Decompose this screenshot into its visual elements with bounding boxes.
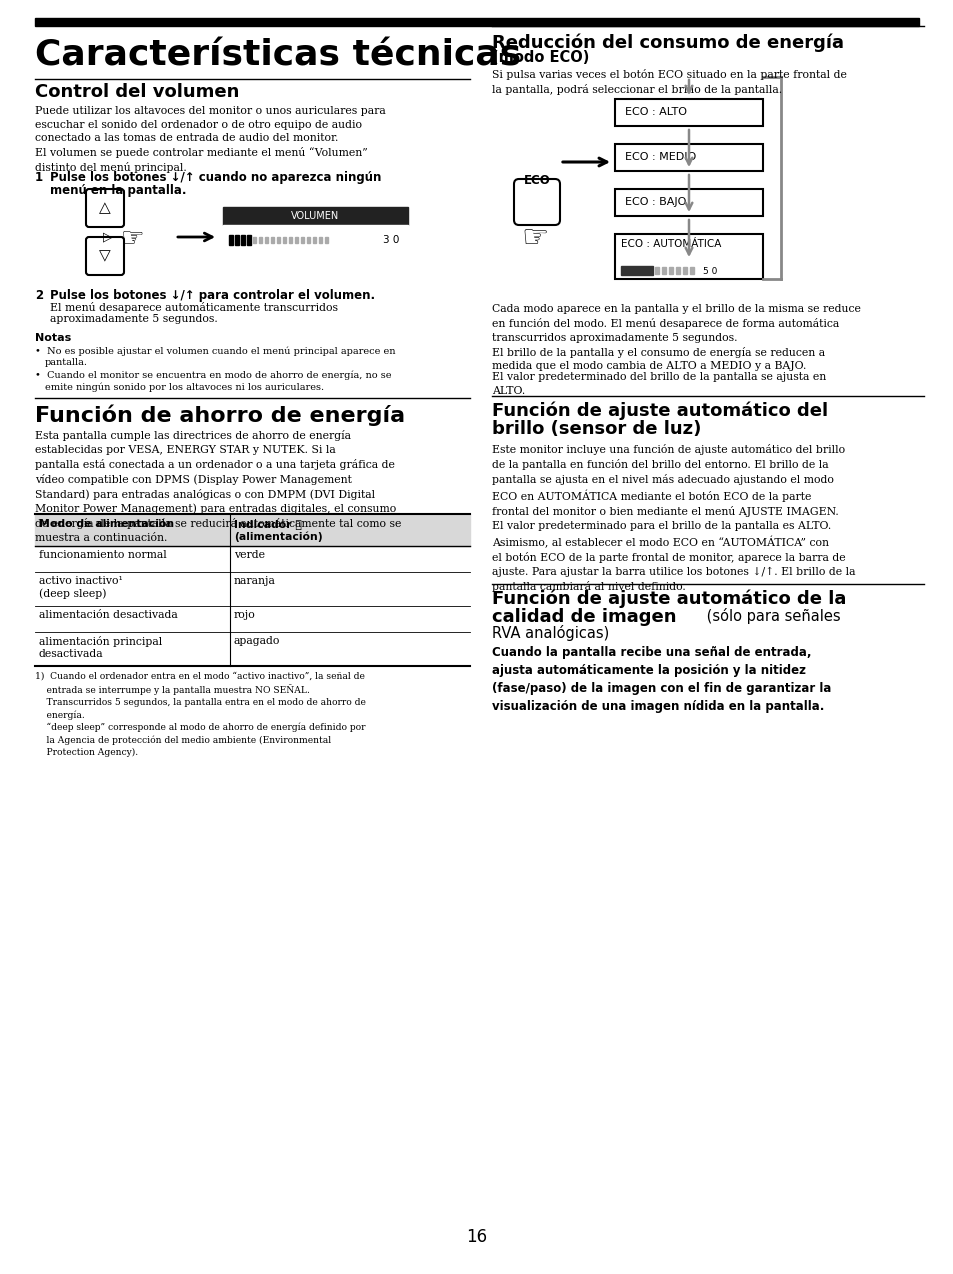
Text: El valor predeterminado del brillo de la pantalla se ajusta en
ALTO.: El valor predeterminado del brillo de la…: [492, 372, 825, 396]
Text: Notas: Notas: [35, 333, 71, 343]
Bar: [668, 268, 672, 274]
Text: menú en la pantalla.: menú en la pantalla.: [50, 183, 186, 197]
Bar: [307, 237, 310, 243]
Text: Función de ajuste automático de la: Función de ajuste automático de la: [492, 590, 845, 609]
Bar: [318, 237, 322, 243]
Bar: [655, 268, 659, 274]
Text: Control del volumen: Control del volumen: [35, 83, 239, 101]
Text: ECO : BAJO: ECO : BAJO: [624, 197, 685, 206]
Bar: [223, 225, 408, 251]
FancyBboxPatch shape: [615, 144, 762, 171]
Text: rojo: rojo: [233, 610, 255, 620]
Text: apagado: apagado: [233, 636, 280, 646]
Bar: [289, 237, 292, 243]
Text: Reducción del consumo de energía: Reducción del consumo de energía: [492, 33, 843, 51]
Bar: [223, 206, 408, 225]
Text: 16: 16: [466, 1228, 487, 1246]
FancyBboxPatch shape: [514, 180, 559, 225]
Bar: [271, 237, 274, 243]
Bar: [620, 266, 652, 275]
Text: pantalla.: pantalla.: [45, 358, 88, 367]
Text: ECO : AUTOMÁTICA: ECO : AUTOMÁTICA: [620, 240, 720, 248]
Text: Pulse los botones ↓/↑ para controlar el volumen.: Pulse los botones ↓/↑ para controlar el …: [50, 289, 375, 302]
Text: Cada modo aparece en la pantalla y el brillo de la misma se reduce
en función de: Cada modo aparece en la pantalla y el br…: [492, 304, 860, 371]
Text: El volumen se puede controlar mediante el menú “Volumen”
distinto del menú princ: El volumen se puede controlar mediante e…: [35, 147, 367, 173]
Text: funcionamiento normal: funcionamiento normal: [39, 550, 167, 561]
Bar: [253, 237, 255, 243]
Text: Características técnicas: Características técnicas: [35, 38, 520, 73]
Bar: [325, 237, 328, 243]
Bar: [35, 18, 918, 25]
Bar: [283, 237, 286, 243]
Text: ☞: ☞: [121, 225, 145, 252]
Text: Esta pantalla cumple las directrices de ahorro de energía
establecidas por VESA,: Esta pantalla cumple las directrices de …: [35, 431, 401, 543]
Text: Este monitor incluye una función de ajuste automático del brillo
de la pantalla : Este monitor incluye una función de ajus…: [492, 445, 855, 592]
FancyBboxPatch shape: [615, 189, 762, 217]
Text: 2: 2: [35, 289, 43, 302]
Text: Función de ahorro de energía: Función de ahorro de energía: [35, 404, 405, 426]
Text: activo inactivo¹
(deep sleep): activo inactivo¹ (deep sleep): [39, 576, 123, 599]
Text: (modo ECO): (modo ECO): [492, 50, 589, 65]
Bar: [265, 237, 268, 243]
Text: ECO : ALTO: ECO : ALTO: [624, 107, 686, 117]
Text: Cuando la pantalla recibe una señal de entrada,
ajusta automáticamente la posici: Cuando la pantalla recibe una señal de e…: [492, 646, 830, 713]
Bar: [234, 234, 239, 245]
Bar: [247, 234, 251, 245]
Text: 1: 1: [35, 171, 43, 183]
Text: Modo de alimentación: Modo de alimentación: [39, 519, 174, 529]
Text: 5 0: 5 0: [702, 266, 717, 275]
Text: 1)  Cuando el ordenador entra en el modo “activo inactivo”, la señal de
    entr: 1) Cuando el ordenador entra en el modo …: [35, 671, 366, 757]
Bar: [676, 268, 679, 274]
Text: emite ningún sonido por los altavoces ni los auriculares.: emite ningún sonido por los altavoces ni…: [45, 382, 324, 391]
Bar: [241, 234, 245, 245]
Bar: [229, 234, 233, 245]
Text: ECO: ECO: [523, 175, 550, 187]
Text: Puede utilizar los altavoces del monitor o unos auriculares para
escuchar el son: Puede utilizar los altavoces del monitor…: [35, 106, 385, 143]
FancyBboxPatch shape: [86, 237, 124, 275]
FancyBboxPatch shape: [615, 99, 762, 126]
Text: ▽: ▽: [99, 248, 111, 264]
Text: alimentación principal
desactivada: alimentación principal desactivada: [39, 636, 162, 660]
Text: (sólo para señales: (sólo para señales: [701, 608, 840, 624]
Text: El menú desaparece automáticamente transcurridos: El menú desaparece automáticamente trans…: [50, 302, 337, 313]
Text: Función de ajuste automático del: Función de ajuste automático del: [492, 403, 827, 420]
Text: naranja: naranja: [233, 576, 275, 586]
Text: (alimentación): (alimentación): [233, 531, 322, 541]
Text: △: △: [99, 200, 111, 215]
Text: Pulse los botones ↓/↑ cuando no aparezca ningún: Pulse los botones ↓/↑ cuando no aparezca…: [50, 171, 381, 183]
Text: 3 0: 3 0: [382, 234, 399, 245]
Bar: [35, 513, 470, 547]
Text: brillo (sensor de luz): brillo (sensor de luz): [492, 420, 700, 438]
Bar: [313, 237, 315, 243]
Bar: [223, 225, 408, 251]
Bar: [301, 237, 304, 243]
Text: ☞: ☞: [520, 224, 548, 254]
Text: verde: verde: [233, 550, 265, 561]
Bar: [294, 237, 297, 243]
Bar: [276, 237, 280, 243]
Text: alimentación desactivada: alimentación desactivada: [39, 610, 177, 620]
Bar: [258, 237, 262, 243]
Text: VOLUMEN: VOLUMEN: [291, 211, 338, 220]
Text: •  Cuando el monitor se encuentra en modo de ahorro de energía, no se: • Cuando el monitor se encuentra en modo…: [35, 369, 391, 380]
Text: •  No es posible ajustar el volumen cuando el menú principal aparece en: • No es posible ajustar el volumen cuand…: [35, 347, 395, 355]
Bar: [661, 268, 665, 274]
FancyBboxPatch shape: [615, 234, 762, 279]
Text: Si pulsa varias veces el botón ECO situado en la parte frontal de
la pantalla, p: Si pulsa varias veces el botón ECO situa…: [492, 69, 846, 96]
Bar: [689, 268, 693, 274]
Text: Indicador ⏻: Indicador ⏻: [233, 519, 301, 529]
FancyBboxPatch shape: [86, 189, 124, 227]
Text: RVA analógicas): RVA analógicas): [492, 626, 609, 641]
Text: ▷: ▷: [103, 231, 112, 243]
Bar: [682, 268, 686, 274]
Text: ECO : MEDIO: ECO : MEDIO: [624, 152, 696, 162]
Text: aproximadamente 5 segundos.: aproximadamente 5 segundos.: [50, 313, 217, 324]
Text: calidad de imagen: calidad de imagen: [492, 608, 676, 626]
